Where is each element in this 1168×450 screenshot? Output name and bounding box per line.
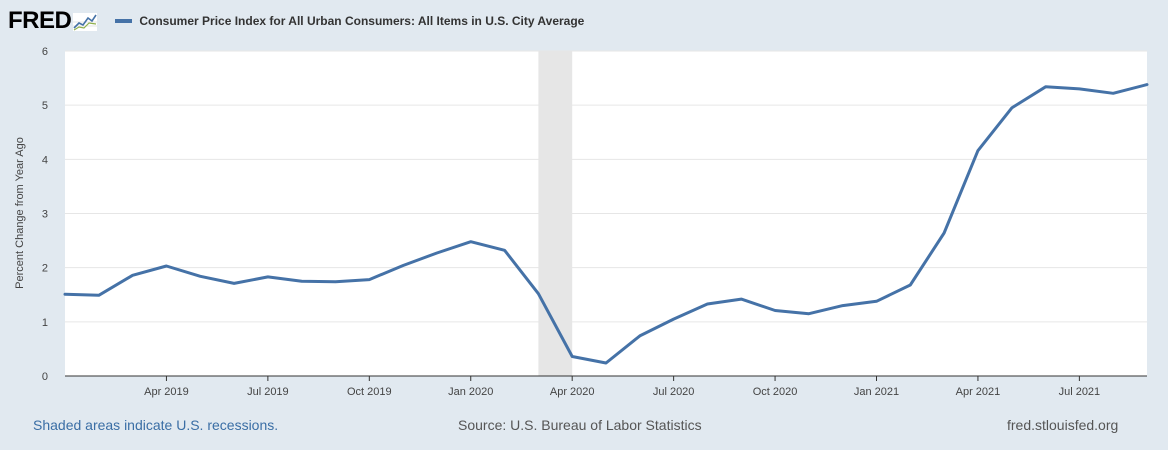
x-tick-label: Jan 2020 (448, 386, 493, 398)
x-tick-label: Jul 2021 (1059, 386, 1101, 398)
series-line (63, 83, 1149, 365)
y-axis-ticks: 0 1 2 3 4 5 6 (42, 46, 48, 383)
y-tick-label: 2 (42, 263, 48, 275)
y-tick-label: 6 (42, 46, 48, 58)
site-link[interactable]: fred.stlouisfed.org (1007, 417, 1119, 433)
x-tick-label: Oct 2019 (347, 386, 392, 398)
grid-layer (65, 50, 1147, 377)
x-tick-label: Apr 2019 (144, 386, 189, 398)
series-layer (63, 83, 1149, 365)
x-tick-label: Jul 2020 (653, 386, 695, 398)
y-axis-title: Percent Change from Year Ago (14, 137, 26, 289)
legend-swatch (115, 19, 133, 23)
y-tick-label: 4 (42, 154, 48, 166)
y-tick-label: 1 (42, 317, 48, 329)
chart-legend[interactable]: Consumer Price Index for All Urban Consu… (115, 14, 584, 28)
y-tick-label: 3 (42, 209, 48, 221)
chart-header: FRED Consumer Price Index for All Urban … (8, 6, 584, 36)
trend-line-icon (73, 13, 98, 31)
source-note: Source: U.S. Bureau of Labor Statistics (458, 417, 702, 433)
y-tick-label: 5 (42, 100, 48, 112)
legend-label: Consumer Price Index for All Urban Consu… (139, 14, 585, 28)
x-tick-label: Jul 2019 (247, 386, 289, 398)
x-axis-ticks: Apr 2019 Jul 2019 Oct 2019 Jan 2020 Apr 2020… (144, 376, 1100, 398)
fred-logo: FRED (8, 7, 72, 34)
y-tick-label: 0 (42, 371, 48, 383)
x-tick-label: Apr 2021 (956, 386, 1001, 398)
recession-note[interactable]: Shaded areas indicate U.S. recessions. (33, 417, 279, 433)
x-tick-label: Oct 2020 (753, 386, 798, 398)
x-tick-label: Jan 2021 (854, 386, 899, 398)
x-tick-label: Apr 2020 (550, 386, 595, 398)
